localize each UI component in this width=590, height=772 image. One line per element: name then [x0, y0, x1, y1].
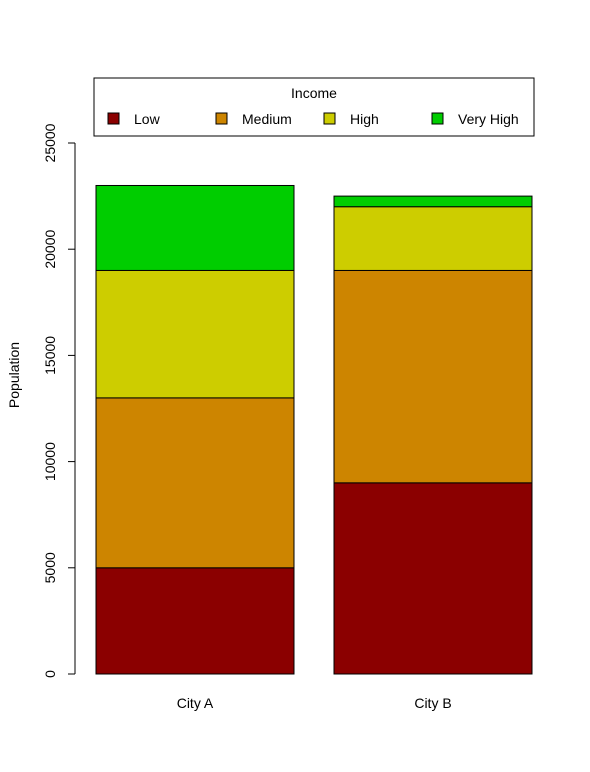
y-tick-label-0: 0 — [42, 670, 58, 678]
bar-city-b-very-high — [333, 195, 533, 208]
bar-city-a-medium — [95, 397, 295, 569]
legend-label-medium: Medium — [242, 111, 292, 127]
x-axis-labels: City A City B — [177, 695, 452, 711]
y-axis-label: Population — [6, 342, 22, 408]
legend-title: Income — [291, 85, 337, 101]
bar-city-b-high — [333, 206, 533, 271]
y-axis: 0 5000 10000 15000 20000 25000 — [42, 123, 76, 678]
y-tick-label-2: 10000 — [42, 442, 58, 481]
legend-swatch-high — [323, 112, 336, 125]
legend-label-low: Low — [134, 111, 161, 127]
legend: Income Low Medium High Very High — [93, 77, 535, 137]
legend-swatch-very-high — [431, 112, 444, 125]
bar-city-a-very-high — [95, 184, 295, 271]
legend-label-high: High — [350, 111, 379, 127]
x-tick-label-1: City B — [414, 695, 451, 711]
legend-swatch-medium — [215, 112, 228, 125]
y-tick-label-4: 20000 — [42, 230, 58, 269]
legend-box — [93, 77, 535, 137]
legend-items: Low Medium High Very High — [107, 111, 519, 127]
legend-label-very-high: Very High — [458, 111, 519, 127]
bar-city-b-low — [333, 482, 533, 675]
bar-city-a-low — [95, 567, 295, 675]
y-tick-label-5: 25000 — [42, 123, 58, 162]
y-tick-label-1: 5000 — [42, 552, 58, 583]
bar-city-a-high — [95, 269, 295, 399]
x-tick-label-0: City A — [177, 695, 214, 711]
bars-group — [95, 184, 533, 675]
bar-city-b-medium — [333, 269, 533, 484]
y-tick-label-3: 15000 — [42, 336, 58, 375]
legend-swatch-low — [107, 112, 120, 125]
